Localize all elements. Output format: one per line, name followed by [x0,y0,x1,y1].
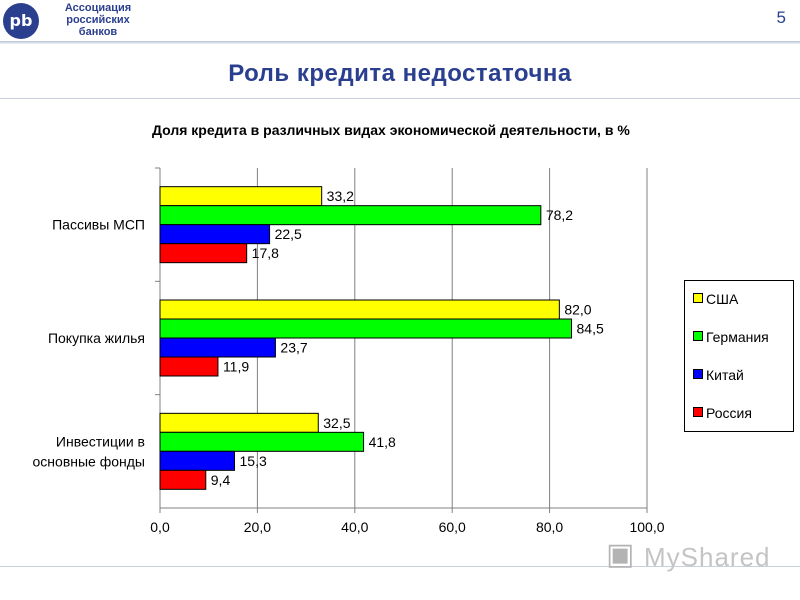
bar [159,337,276,358]
data-label: 78,2 [546,207,573,223]
data-label: 9,4 [211,472,231,488]
header-divider [0,41,800,44]
legend-item-usa: США [693,291,738,309]
legend-swatch-china [693,369,703,379]
legend-label-usa: США [706,291,739,307]
page-number: 5 [776,8,786,27]
x-tick-label: 40,0 [341,519,368,535]
category-label: Инвестиции в [56,433,145,449]
legend-item-china: Китай [693,367,744,385]
bar [159,356,219,377]
legend-label-germany: Германия [706,329,769,345]
bar [159,318,573,339]
data-label: 11,9 [223,359,249,375]
data-label: 15,3 [240,453,267,469]
data-label: 23,7 [280,340,307,356]
legend-swatch-germany [693,331,703,341]
logo-line-1: Ассоциация [64,2,132,14]
chart-legend: США Германия Китай Россия [684,280,794,432]
bar [159,224,271,245]
legend-label-russia: Россия [706,405,752,421]
bar [159,186,323,207]
data-label: 41,8 [369,434,396,450]
logo-mark: pb [3,3,39,39]
category-label: основные фонды [33,453,145,469]
legend-swatch-usa [693,293,703,303]
bar [159,299,560,320]
watermark: ▣ MyShared [606,538,786,574]
logo: pb Ассоциация российских банков [3,2,153,42]
data-label: 32,5 [323,415,350,431]
x-tick-label: 20,0 [244,519,271,535]
data-label: 33,2 [327,188,354,204]
logo-text: Ассоциация российских банков [43,2,153,38]
logo-line-3: банков [78,26,118,38]
chart-title: Доля кредита в различных видах экономиче… [152,122,630,138]
data-label: 22,5 [275,226,302,242]
watermark-text: MyShared [644,542,771,572]
legend-label-china: Китай [706,367,744,383]
data-label: 82,0 [564,302,591,318]
bar [159,243,248,264]
bar [159,205,542,226]
bar [159,412,319,433]
x-tick-label: 0,0 [150,519,170,535]
bar [159,469,207,490]
category-label: Пассивы МСП [52,217,145,233]
data-label: 17,8 [252,245,279,261]
legend-item-russia: Россия [693,405,752,423]
footer-divider [0,566,800,567]
title-divider [0,98,800,99]
data-label: 84,5 [577,321,604,337]
slide-title: Роль кредита недостаточна [228,60,572,87]
watermark-icon: ▣ [606,537,635,572]
category-label: Покупка жилья [48,330,145,346]
logo-line-2: российских [66,14,130,26]
x-tick-label: 80,0 [536,519,563,535]
bar [159,450,236,471]
x-tick-label: 100,0 [629,519,664,535]
legend-item-germany: Германия [693,329,769,347]
bar [159,431,365,452]
legend-swatch-russia [693,407,703,417]
x-tick-label: 60,0 [439,519,466,535]
